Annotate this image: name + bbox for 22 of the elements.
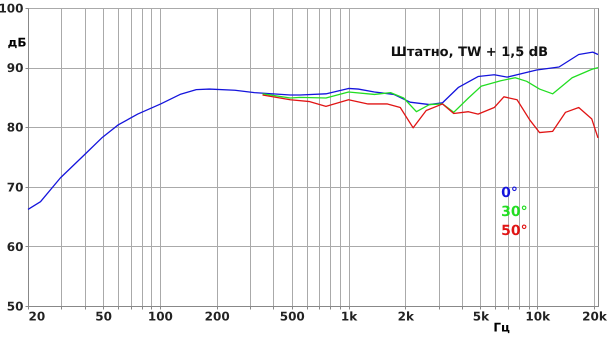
x-axis-title: Гц (493, 320, 510, 334)
x-tick-label: 10k (525, 310, 552, 324)
y-tick-label: 90 (6, 61, 24, 76)
x-tick-label: 2k (398, 310, 416, 324)
text: 50° (501, 222, 528, 239)
y-tick-label: 100 (0, 2, 24, 16)
x-tick-label: 500 (280, 310, 305, 324)
y-tick-label: 50 (6, 300, 24, 314)
x-tick-label: 50 (95, 310, 112, 324)
text: Штатно, TW + 1,5 dB (390, 45, 548, 60)
x-tick-label: 200 (204, 310, 230, 324)
text: 0° (501, 184, 518, 201)
x-tick-label: 100 (148, 310, 173, 324)
text: 30° (501, 204, 528, 220)
y-tick-label: 70 (6, 180, 24, 194)
x-tick-label: 20 (28, 310, 46, 324)
x-tick-label: 20k (582, 310, 608, 324)
x-tick-label: 5k (472, 310, 490, 324)
y-tick-label: 80 (6, 120, 24, 135)
y-tick-label: 60 (6, 240, 24, 254)
x-tick-label: 1k (340, 310, 358, 324)
y-axis-title: дБ (8, 36, 26, 50)
